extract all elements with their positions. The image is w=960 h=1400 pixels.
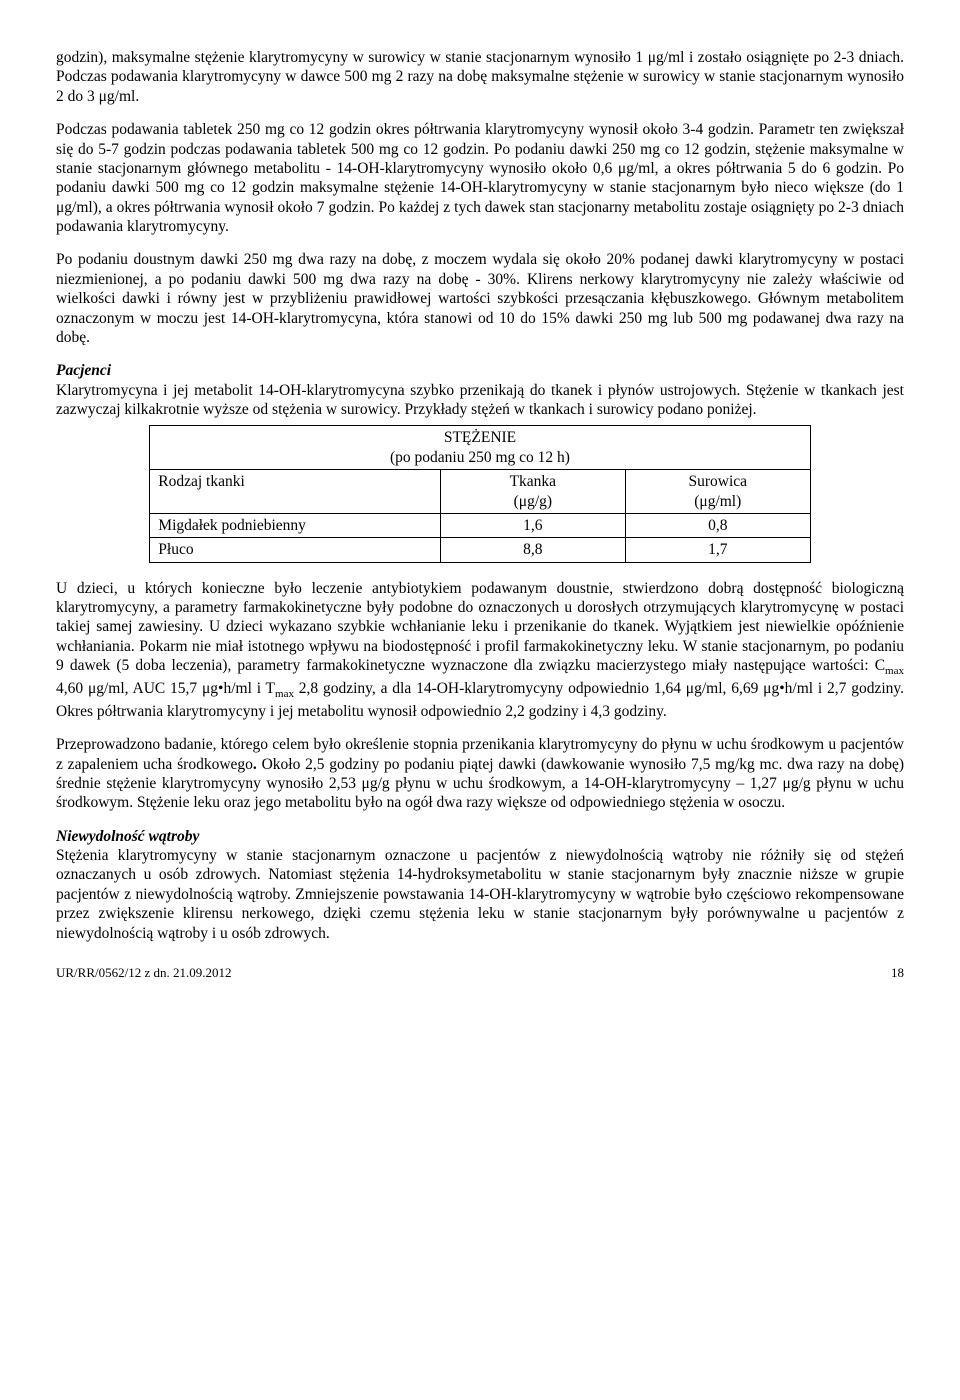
col-header-tissue: Tkanka (μg/g) — [440, 470, 625, 514]
liver-text: Stężenia klarytromycyny w stanie stacjon… — [56, 847, 904, 942]
table-cell: 1,6 — [440, 513, 625, 537]
patients-heading: Pacjenci — [56, 362, 111, 379]
paragraph-1: godzin), maksymalne stężenie klarytromyc… — [56, 48, 904, 106]
concentration-table: STĘŻENIE (po podaniu 250 mg co 12 h) Rod… — [149, 425, 810, 562]
table-title-2: (po podaniu 250 mg co 12 h) — [390, 449, 570, 466]
paragraph-6: Przeprowadzono badanie, którego celem by… — [56, 735, 904, 813]
table-cell: 8,8 — [440, 538, 625, 562]
footer-left: UR/RR/0562/12 z dn. 21.09.2012 — [56, 965, 232, 981]
paragraph-5: U dzieci, u których konieczne było lecze… — [56, 579, 904, 722]
col1b: (μg/g) — [514, 493, 552, 510]
table-cell: 1,7 — [625, 538, 810, 562]
col2a: Surowica — [688, 473, 747, 490]
col2b: (μg/ml) — [694, 493, 741, 510]
col-header-tissue-type: Rodzaj tkanki — [150, 470, 441, 514]
page-footer: UR/RR/0562/12 z dn. 21.09.2012 18 — [56, 965, 904, 981]
table-cell: 0,8 — [625, 513, 810, 537]
table-title-cell: STĘŻENIE (po podaniu 250 mg co 12 h) — [150, 426, 810, 470]
col-header-serum: Surowica (μg/ml) — [625, 470, 810, 514]
col1a: Tkanka — [510, 473, 556, 490]
section-liver: Niewydolność wątroby Stężenia klarytromy… — [56, 827, 904, 943]
footer-page-number: 18 — [891, 965, 904, 981]
table-title-1: STĘŻENIE — [444, 429, 516, 446]
paragraph-3: Po podaniu doustnym dawki 250 mg dwa raz… — [56, 250, 904, 347]
p5b: klarytromycyny odpowiednio 1,64 μg/ml, 6… — [56, 680, 904, 720]
paragraph-2: Podczas podawania tabletek 250 mg co 12 … — [56, 120, 904, 236]
table-row: Płuco — [150, 538, 441, 562]
section-patients: Pacjenci Klarytromycyna i jej metabolit … — [56, 361, 904, 419]
table-row: Migdałek podniebienny — [150, 513, 441, 537]
patients-text: Klarytromycyna i jej metabolit 14-OH-kla… — [56, 382, 904, 418]
liver-heading: Niewydolność wątroby — [56, 828, 199, 845]
